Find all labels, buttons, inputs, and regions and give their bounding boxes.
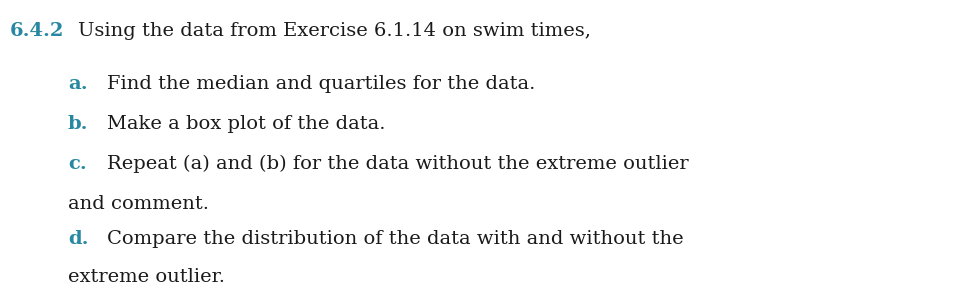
Text: Repeat (a) and (b) for the data without the extreme outlier: Repeat (a) and (b) for the data without …: [107, 155, 689, 173]
Text: a.: a.: [68, 75, 87, 93]
Text: c.: c.: [68, 155, 87, 173]
Text: b.: b.: [68, 115, 88, 133]
Text: Find the median and quartiles for the data.: Find the median and quartiles for the da…: [107, 75, 536, 93]
Text: extreme outlier.: extreme outlier.: [68, 268, 225, 286]
Text: Using the data from Exercise 6.1.14 on swim times,: Using the data from Exercise 6.1.14 on s…: [78, 22, 591, 40]
Text: 6.4.2: 6.4.2: [10, 22, 64, 40]
Text: and comment.: and comment.: [68, 195, 209, 213]
Text: Compare the distribution of the data with and without the: Compare the distribution of the data wit…: [107, 230, 684, 248]
Text: d.: d.: [68, 230, 88, 248]
Text: Make a box plot of the data.: Make a box plot of the data.: [107, 115, 385, 133]
